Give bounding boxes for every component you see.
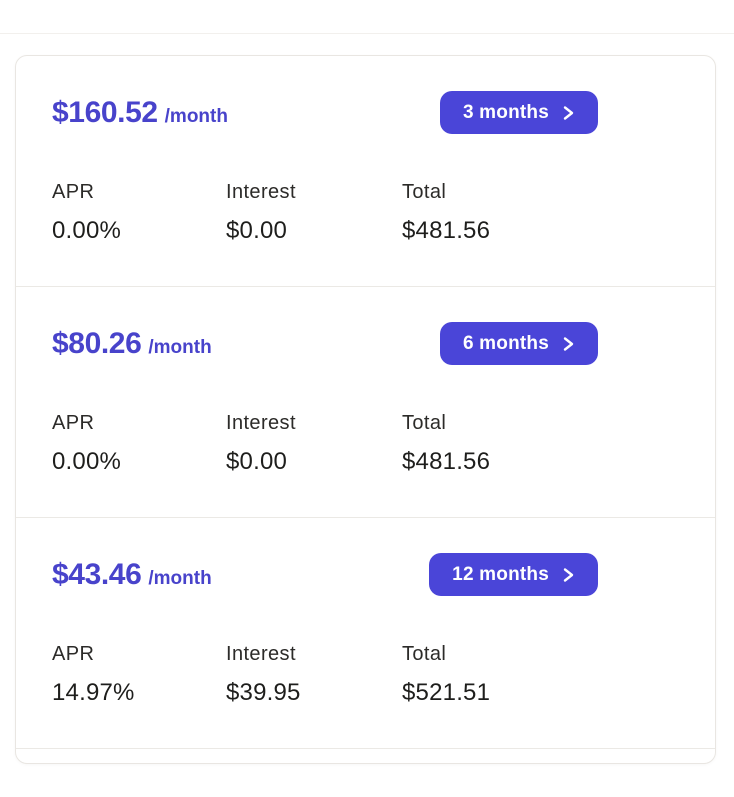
apr-value: 14.97% xyxy=(52,679,135,706)
term-button-label: 12 months xyxy=(452,563,549,585)
top-divider xyxy=(0,33,734,34)
apr-stat: APR 0.00% xyxy=(52,412,226,476)
per-month-suffix: /month xyxy=(164,105,228,127)
apr-label: APR xyxy=(52,181,95,203)
plan-row-3-months: $160.52 /month 3 months APR 0.00% Intere… xyxy=(16,56,715,287)
chevron-right-icon xyxy=(562,105,575,121)
total-stat: Total $481.56 xyxy=(402,181,578,245)
total-label: Total xyxy=(402,643,447,665)
monthly-amount: $160.52 xyxy=(52,95,158,129)
interest-value: $0.00 xyxy=(226,217,288,244)
payment-plans-card: $160.52 /month 3 months APR 0.00% Intere… xyxy=(15,55,716,764)
card-bottom-strip xyxy=(16,749,715,763)
term-button-6-months[interactable]: 6 months xyxy=(439,322,598,365)
monthly-amount: $80.26 xyxy=(52,326,142,360)
total-label: Total xyxy=(402,412,447,434)
total-stat: Total $481.56 xyxy=(402,412,578,476)
apr-value: 0.00% xyxy=(52,217,122,244)
monthly-price: $80.26 /month xyxy=(52,327,212,361)
chevron-right-icon xyxy=(562,336,575,352)
apr-value: 0.00% xyxy=(52,448,122,475)
term-button-12-months[interactable]: 12 months xyxy=(429,553,598,596)
interest-label: Interest xyxy=(226,412,296,434)
term-button-3-months[interactable]: 3 months xyxy=(439,91,598,134)
apr-stat: APR 0.00% xyxy=(52,181,226,245)
per-month-suffix: /month xyxy=(148,567,212,589)
apr-label: APR xyxy=(52,643,95,665)
term-button-label: 3 months xyxy=(462,101,549,123)
per-month-suffix: /month xyxy=(148,336,212,358)
total-value: $481.56 xyxy=(402,217,491,244)
interest-label: Interest xyxy=(226,181,296,203)
chevron-right-icon xyxy=(562,567,575,583)
total-stat: Total $521.51 xyxy=(402,643,578,707)
interest-label: Interest xyxy=(226,643,296,665)
monthly-price: $43.46 /month xyxy=(52,558,212,592)
total-label: Total xyxy=(402,181,447,203)
plan-row-12-months: $43.46 /month 12 months APR 14.97% Inter… xyxy=(16,518,715,749)
interest-stat: Interest $39.95 xyxy=(226,643,402,707)
apr-stat: APR 14.97% xyxy=(52,643,226,707)
interest-value: $0.00 xyxy=(226,448,288,475)
monthly-price: $160.52 /month xyxy=(52,96,228,130)
interest-stat: Interest $0.00 xyxy=(226,181,402,245)
interest-stat: Interest $0.00 xyxy=(226,412,402,476)
plan-row-6-months: $80.26 /month 6 months APR 0.00% Interes… xyxy=(16,287,715,518)
monthly-amount: $43.46 xyxy=(52,557,142,591)
total-value: $481.56 xyxy=(402,448,491,475)
interest-value: $39.95 xyxy=(226,679,301,706)
apr-label: APR xyxy=(52,412,95,434)
term-button-label: 6 months xyxy=(462,332,549,354)
total-value: $521.51 xyxy=(402,679,491,706)
